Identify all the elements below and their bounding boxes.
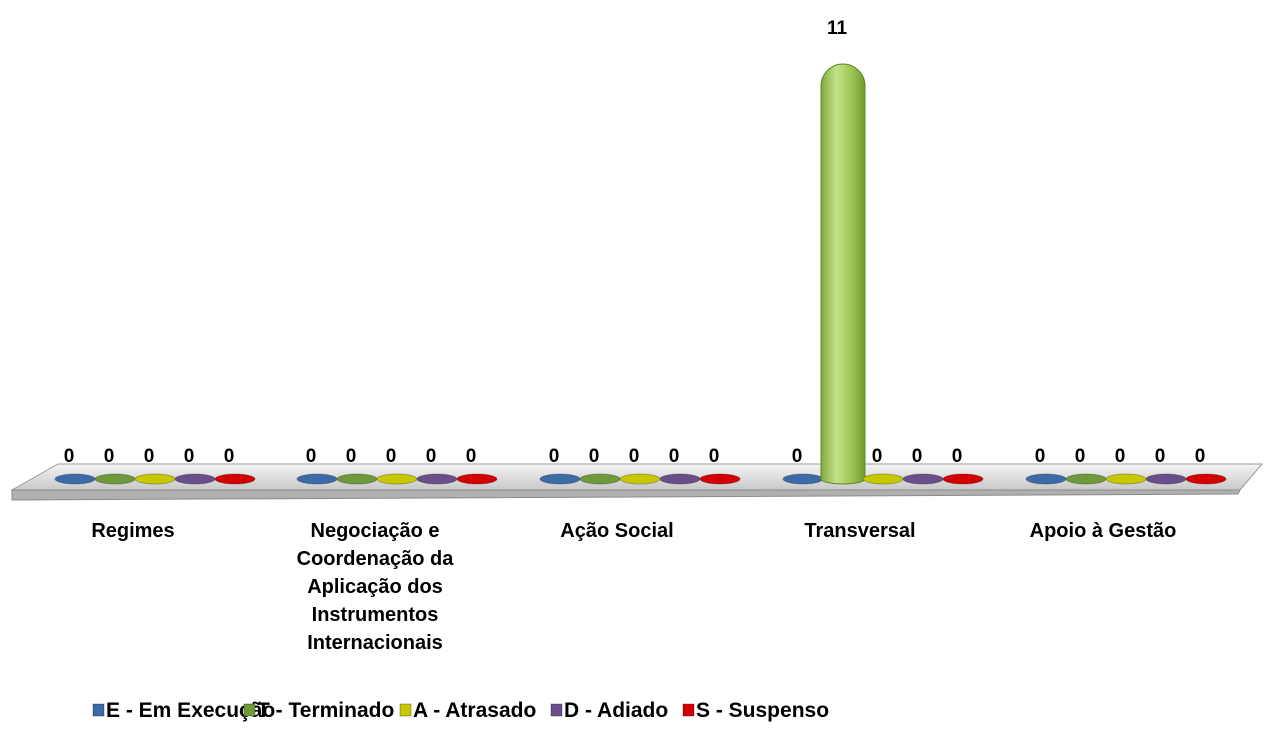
bar-0-0 [54,473,96,485]
category-label-1: Negociação e Coordenação da Aplicação dos I… [297,520,455,654]
bar-0-4 [214,473,256,485]
data-label-4-4: 0 [1195,446,1206,467]
legend-item-1: T - Terminado [243,699,394,722]
data-label-4-1: 0 [1075,446,1086,467]
data-label-0-3: 0 [184,446,195,467]
bar-3-3 [902,473,944,485]
bar-4-1 [1065,473,1107,485]
bar-2-1 [579,473,621,485]
legend-label: A - Atrasado [413,699,536,722]
bar-0-3 [174,473,216,485]
data-label-1-1: 0 [346,446,357,467]
data-label-1-2: 0 [386,446,397,467]
bar-3-4 [942,473,984,485]
data-label-2-4: 0 [709,446,720,467]
bar-0-1 [94,473,136,485]
legend-label: S - Suspenso [696,699,829,722]
bar-0-2 [134,473,176,485]
bar-4-3 [1145,473,1187,485]
bar-2-4 [699,473,741,485]
category-label-0: Regimes [91,520,174,542]
data-label-3-0: 0 [792,446,803,467]
bar-2-3 [659,473,701,485]
bar-1-2 [376,473,418,485]
legend-swatch [682,703,695,717]
bar-2-2 [619,473,661,485]
bar-3-1 [820,63,866,485]
data-label-2-1: 0 [589,446,600,467]
data-label-2-2: 0 [629,446,640,467]
data-label-1-4: 0 [466,446,477,467]
bar-3-2 [862,473,904,485]
legend-item-4: S - Suspenso [682,699,829,722]
floor-edge [11,489,1241,501]
bar-cylinder [820,63,866,485]
data-label-4-0: 0 [1035,446,1046,467]
bar-4-4 [1185,473,1227,485]
data-label-0-4: 0 [224,446,235,467]
legend-swatch [550,703,563,717]
data-label-4-3: 0 [1155,446,1166,467]
data-label-3-1: 11 [827,18,848,39]
bar-1-1 [336,473,378,485]
data-label-3-2: 0 [872,446,883,467]
bar-4-0 [1025,473,1067,485]
bar-1-3 [416,473,458,485]
bar-1-0 [296,473,338,485]
legend-label: D - Adiado [564,699,668,722]
bar-2-0 [539,473,581,485]
data-label-1-3: 0 [426,446,437,467]
data-label-1-0: 0 [306,446,317,467]
legend-item-3: D - Adiado [550,699,668,722]
bar-4-2 [1105,473,1147,485]
data-label-4-2: 0 [1115,446,1126,467]
legend-swatch [399,703,412,717]
bar-3-0 [782,473,824,485]
category-label-2: Ação Social [560,520,673,542]
data-label-2-0: 0 [549,446,560,467]
chart-marks [54,63,1227,485]
legend-swatch [243,703,256,717]
chart-category-labels: Regimes Negociação e Coordenação da Aplicaç… [91,520,1176,654]
legend-label: E - Em Execução [106,699,275,722]
legend-item-0: E - Em Execução [92,699,275,722]
data-label-0-0: 0 [64,446,75,467]
data-label-3-4: 0 [952,446,963,467]
legend-label: T - Terminado [257,699,394,722]
legend-item-2: A - Atrasado [399,699,536,722]
legend-swatch [92,703,105,717]
chart-data-labels: 0 0 0 0 0 0 0 0 0 0 0 0 0 0 0 0 11 0 0 0 0 0 0 0 0 [64,18,1206,467]
data-label-3-3: 0 [912,446,923,467]
data-label-0-1: 0 [104,446,115,467]
bar-1-4 [456,473,498,485]
category-label-4: Apoio à Gestão [1030,520,1177,542]
data-label-2-3: 0 [669,446,680,467]
data-label-0-2: 0 [144,446,155,467]
category-label-3: Transversal [804,520,915,542]
